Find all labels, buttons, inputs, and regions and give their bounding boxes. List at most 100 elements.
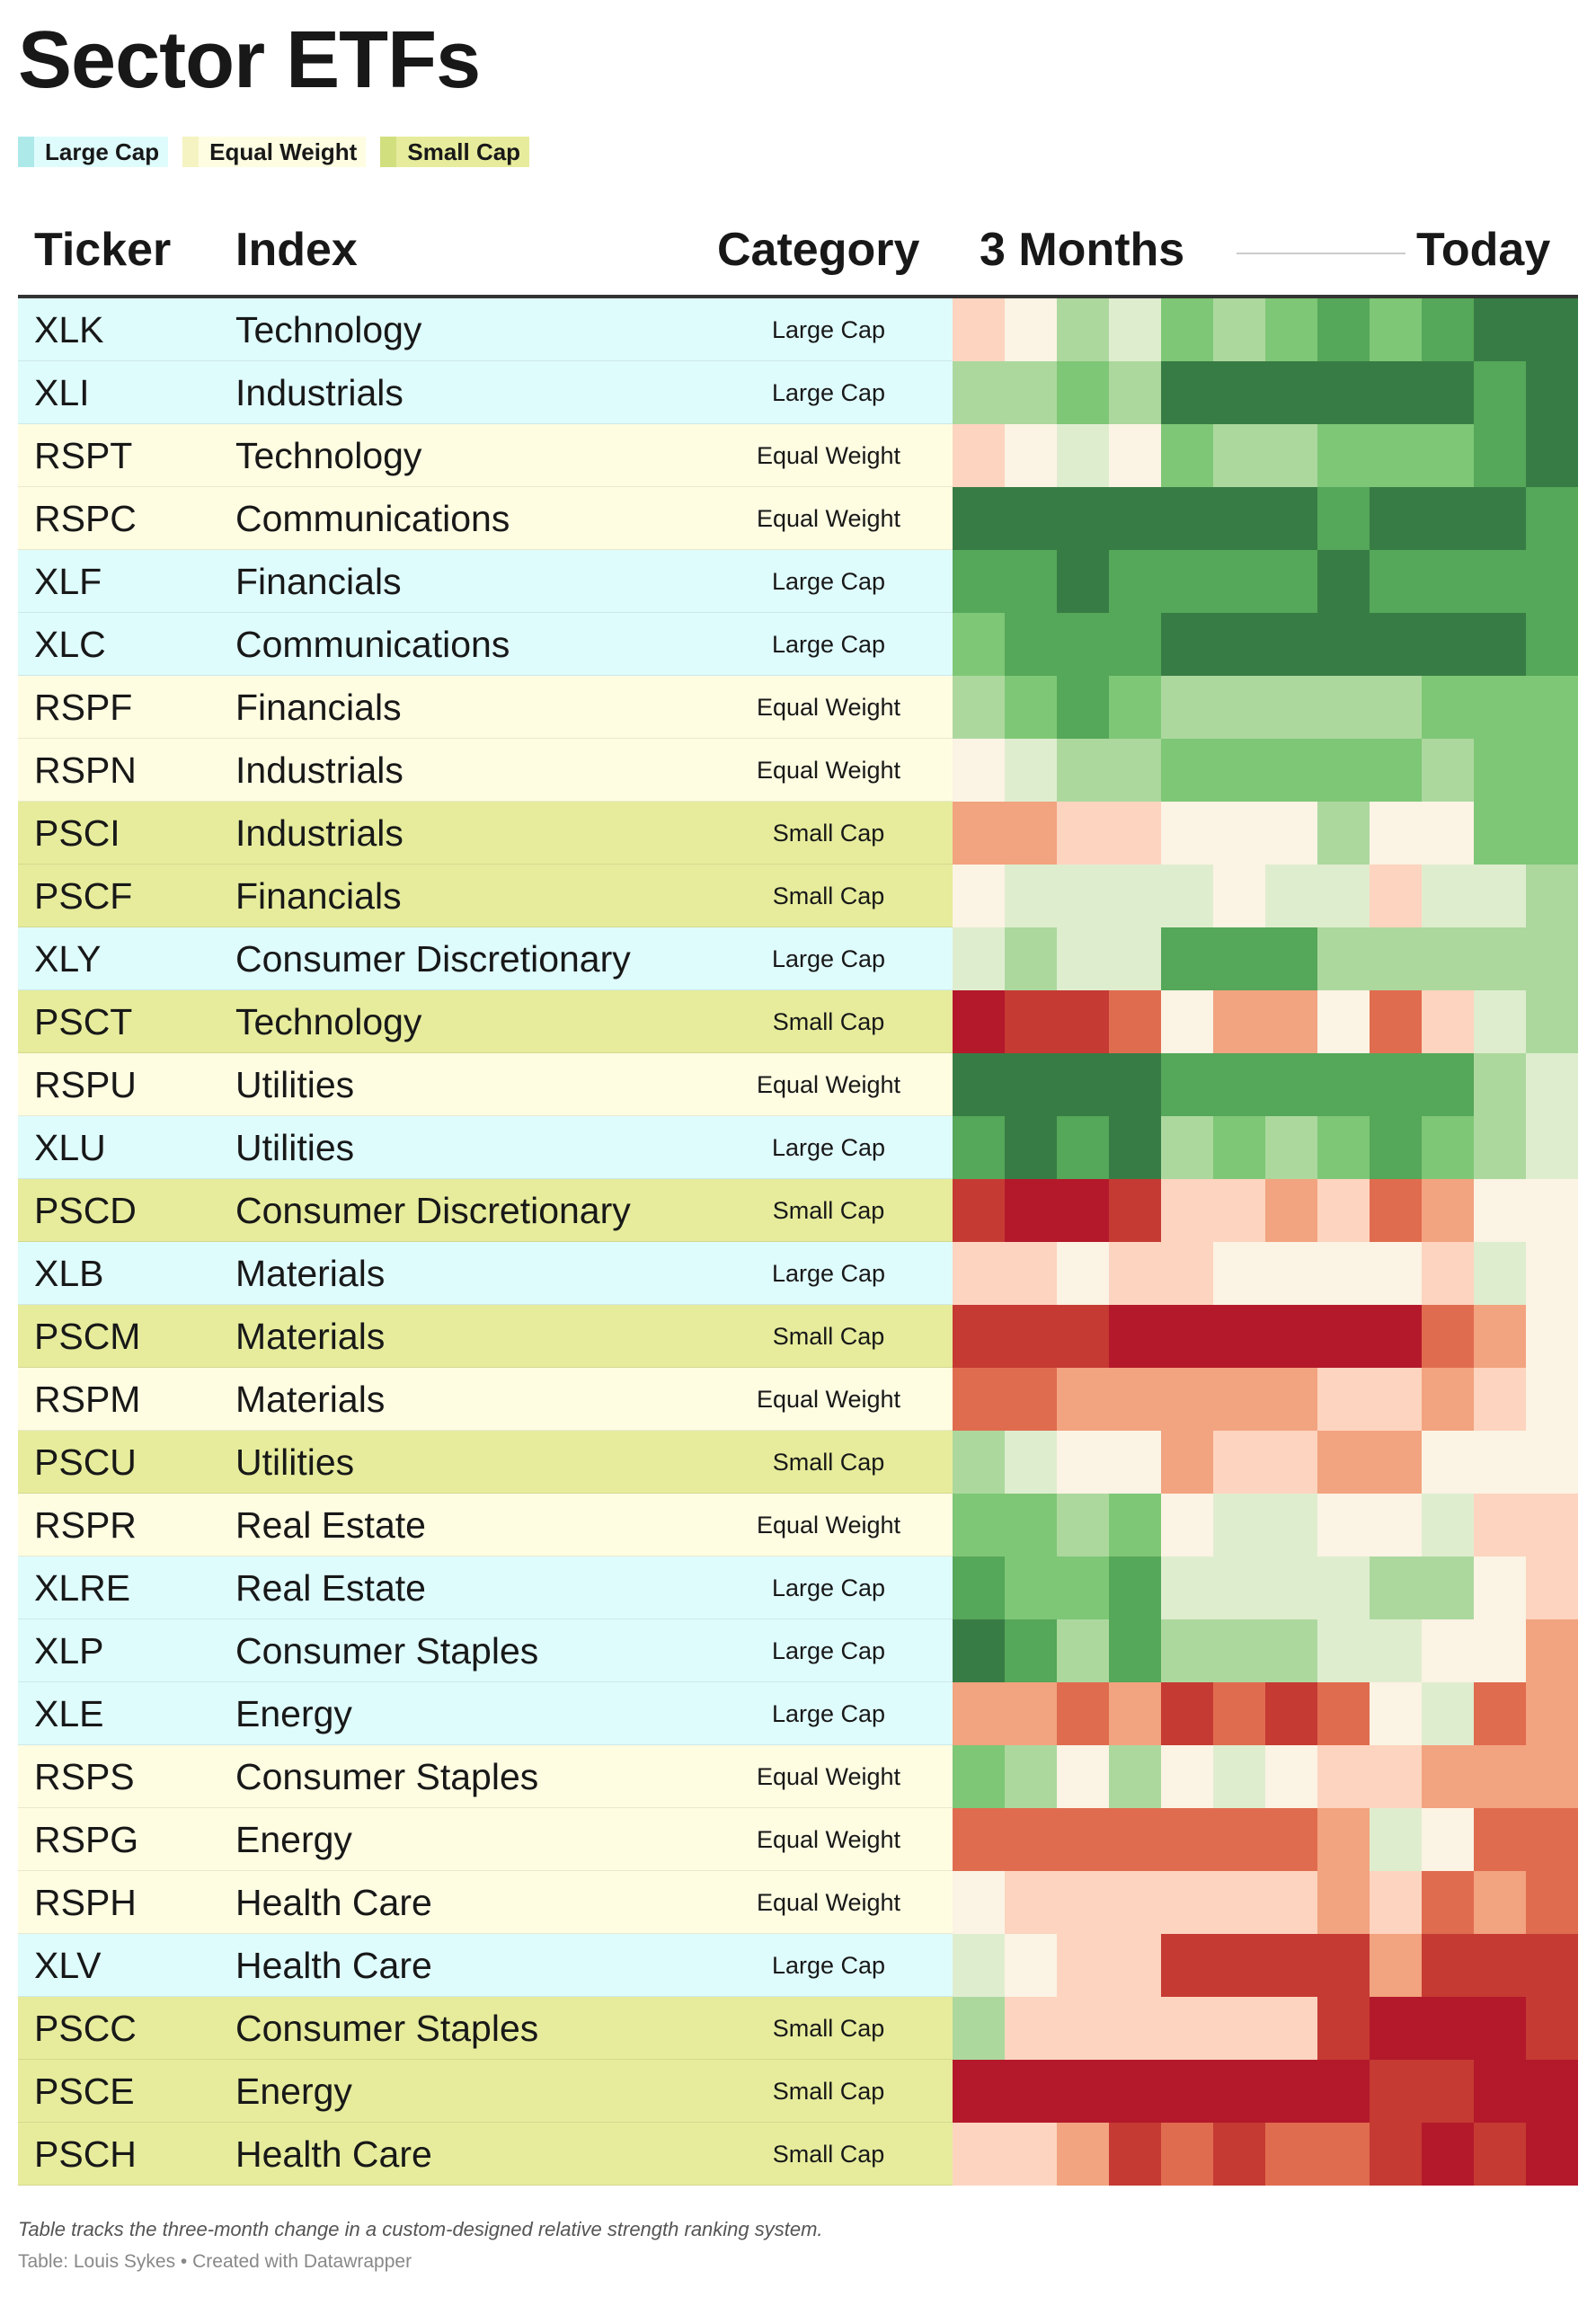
heat-cell [1317, 361, 1370, 424]
heat-cell [1526, 865, 1578, 927]
heat-cell [1317, 424, 1370, 487]
index-cell: Technology [235, 1001, 422, 1042]
row-divider [18, 1996, 953, 1997]
heat-cell [1370, 1368, 1422, 1431]
heat-cell [1005, 1242, 1057, 1305]
heat-cell [1474, 1808, 1526, 1871]
category-cell: Large Cap [771, 568, 886, 595]
heat-cell [1057, 739, 1109, 802]
table-row: XLE Energy Large Cap [18, 1682, 1578, 1745]
heat-cell [1422, 1242, 1474, 1305]
heat-cell [1109, 1242, 1161, 1305]
header-ticker[interactable]: Ticker [34, 224, 172, 276]
heat-cell [1265, 2123, 1317, 2186]
heat-cell [1317, 487, 1370, 550]
row-divider [18, 2059, 953, 2060]
heat-cell [1005, 1808, 1057, 1871]
heat-cell [1422, 1997, 1474, 2060]
category-cell: Equal Weight [756, 757, 901, 784]
legend-item-small-cap: Small Cap [380, 137, 530, 167]
heat-cell [1370, 927, 1422, 990]
heat-cell [1474, 1116, 1526, 1179]
table-row: RSPG Energy Equal Weight [18, 1808, 1578, 1871]
heat-cell [1109, 990, 1161, 1053]
heat-cell [1474, 1682, 1526, 1745]
header-category[interactable]: Category [717, 224, 920, 276]
row-divider [18, 1870, 953, 1871]
legend-label: Large Cap [34, 137, 169, 167]
category-cell: Large Cap [771, 945, 886, 972]
index-cell: Real Estate [235, 1567, 426, 1609]
heat-cell [1422, 1431, 1474, 1494]
row-divider [18, 360, 953, 361]
row-divider [18, 486, 953, 487]
category-cell: Small Cap [772, 1197, 885, 1224]
heat-cell [1370, 1808, 1422, 1871]
ticker-cell: RSPU [34, 1064, 137, 1105]
heat-cell [1265, 739, 1317, 802]
heat-cell [1317, 1179, 1370, 1242]
heat-cell [1265, 1808, 1317, 1871]
ticker-cell: XLC [34, 624, 106, 665]
row-divider [18, 1493, 953, 1494]
heat-cell [1265, 1619, 1317, 1682]
header-index[interactable]: Index [235, 224, 358, 276]
heat-cell [1422, 550, 1474, 613]
heat-cell [1526, 2060, 1578, 2123]
table-row: PSCI Industrials Small Cap [18, 802, 1578, 865]
heat-cell [1109, 865, 1161, 927]
ticker-cell: PSCH [34, 2133, 137, 2175]
heat-cell [953, 1494, 1005, 1556]
table-row: PSCH Health Care Small Cap [18, 2123, 1578, 2186]
category-cell: Small Cap [772, 882, 885, 909]
table-row: RSPC Communications Equal Weight [18, 487, 1578, 550]
heat-cell [1474, 865, 1526, 927]
index-cell: Consumer Staples [235, 1756, 539, 1797]
heat-cell [1265, 1494, 1317, 1556]
heat-cell [1161, 739, 1213, 802]
index-cell: Industrials [235, 749, 403, 791]
heat-cell [1370, 802, 1422, 865]
heat-cell [1265, 1745, 1317, 1808]
heat-cell [1213, 424, 1265, 487]
row-divider [18, 2185, 953, 2186]
index-cell: Consumer Discretionary [235, 938, 631, 980]
chart-title: Sector ETFs [18, 15, 481, 105]
heat-cell [1370, 1619, 1422, 1682]
heat-cell [953, 676, 1005, 739]
heat-cell [1265, 1242, 1317, 1305]
ticker-cell: RSPN [34, 749, 137, 791]
heat-cell [1422, 487, 1474, 550]
category-cell: Small Cap [772, 2078, 885, 2105]
heat-cell [1213, 1619, 1265, 1682]
heat-cell [1422, 739, 1474, 802]
heat-cell [953, 487, 1005, 550]
heat-cell [1474, 1871, 1526, 1934]
heat-cell [1005, 1934, 1057, 1997]
heat-cell [1526, 1305, 1578, 1368]
heat-cell [1057, 1305, 1109, 1368]
heat-cell [1265, 1997, 1317, 2060]
heat-cell [1213, 1305, 1265, 1368]
heat-cell [1161, 2123, 1213, 2186]
table-row: PSCC Consumer Staples Small Cap [18, 1997, 1578, 2060]
heat-cell [1005, 1619, 1057, 1682]
category-cell: Equal Weight [756, 1512, 901, 1539]
heat-cell [1213, 865, 1265, 927]
heat-cell [1422, 802, 1474, 865]
heat-cell [1109, 1053, 1161, 1116]
header-today: Today [1416, 224, 1551, 276]
heat-cell [1005, 1997, 1057, 2060]
heat-cell [1109, 1871, 1161, 1934]
row-divider [18, 738, 953, 739]
ticker-cell: XLY [34, 938, 102, 980]
heat-cell [1161, 1494, 1213, 1556]
heat-cell [1005, 1179, 1057, 1242]
heat-cell [1526, 298, 1578, 361]
heat-cell [1213, 1745, 1265, 1808]
heat-cell [1370, 1871, 1422, 1934]
heat-cell [1370, 1179, 1422, 1242]
heat-cell [1422, 1116, 1474, 1179]
heat-cell [1057, 990, 1109, 1053]
